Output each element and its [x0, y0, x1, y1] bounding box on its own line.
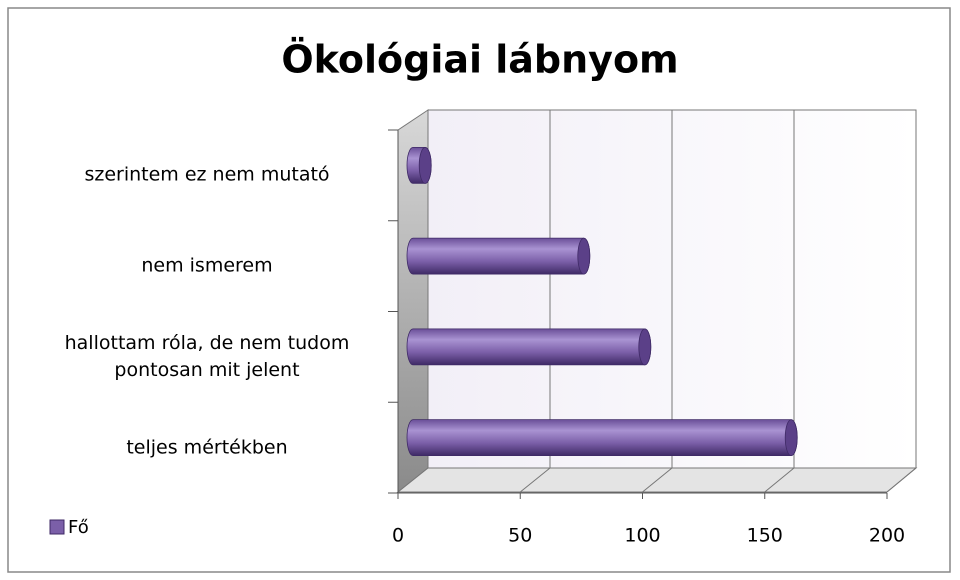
tick-line [764, 467, 795, 493]
bar-cap [638, 328, 652, 366]
legend-swatch [49, 519, 65, 535]
tick-line [642, 467, 673, 493]
bar [406, 419, 798, 457]
bar-cap [577, 237, 591, 275]
x-tick-label: 100 [624, 525, 660, 547]
x-tick-label: 0 [392, 525, 404, 547]
x-tick-label: 150 [747, 525, 783, 547]
bar [406, 328, 652, 366]
tick-line [886, 467, 917, 493]
y-tick-label: szerintem ez nem mutató [84, 163, 330, 186]
x-tick-label: 50 [508, 525, 532, 547]
legend-label: Fő [68, 517, 89, 538]
y-tick-label: nem ismerem [141, 254, 273, 277]
chart-title: Ökológiai lábnyom [281, 38, 678, 82]
bar-cap [418, 146, 432, 184]
tick-line [519, 467, 551, 493]
bar-cap [784, 419, 798, 457]
y-tick-label: hallottam róla, de nem tudom pontosan mi… [64, 331, 350, 381]
x-tick-label: 200 [869, 525, 905, 547]
bar [406, 237, 591, 275]
y-tick-label: teljes mértékben [126, 436, 288, 459]
